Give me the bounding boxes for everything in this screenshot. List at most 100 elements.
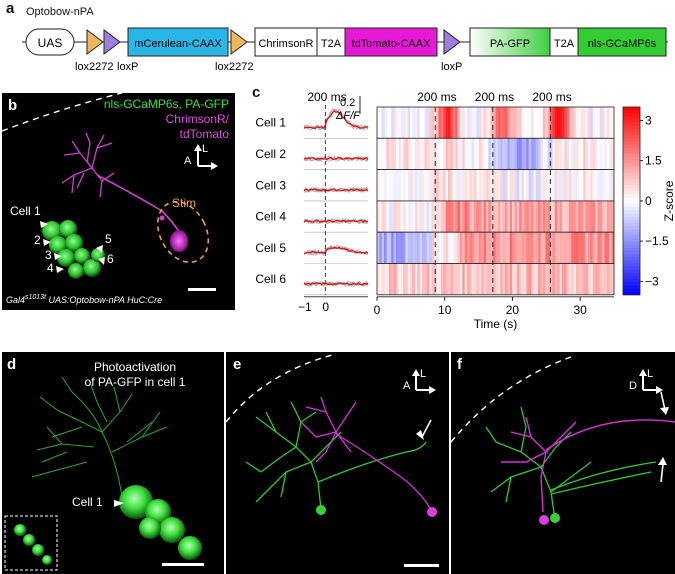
panel-d-title-1: Photoactivation: [93, 360, 177, 374]
heatmap-cell: [602, 200, 605, 233]
heatmap-cell: [462, 107, 466, 139]
heatmap-cell: [573, 232, 577, 264]
heatmap-cell: [467, 232, 470, 264]
heatmap-cell: [410, 200, 413, 233]
heatmap-cell: [450, 107, 454, 139]
colorbar-segment: [623, 132, 640, 136]
heatmap-cell: [471, 200, 475, 233]
heatmap-x-tick-30: 30: [573, 303, 587, 317]
trace-scale-unit: ΔF/F: [335, 110, 361, 122]
heatmap-cell: [481, 138, 485, 170]
heatmap-cell: [571, 107, 575, 139]
heatmap-cell: [538, 200, 541, 233]
heatmap-cell: [433, 232, 437, 264]
heatmap-cell: [438, 232, 442, 264]
heatmap-cell: [426, 169, 430, 201]
heatmap-cell: [561, 138, 565, 170]
heatmap-cell: [443, 138, 447, 170]
heatmap-cell: [384, 263, 387, 295]
heatmap-cell: [398, 138, 402, 170]
heatmap-cell: [455, 107, 458, 139]
colorbar-segment: [623, 254, 640, 258]
heatmap-cell: [533, 232, 537, 264]
heatmap-cell: [497, 138, 501, 170]
heatmap-cell: [440, 169, 444, 201]
heatmap-cell: [486, 232, 489, 264]
heatmap-cell: [457, 107, 461, 139]
scale-bar-e: [404, 564, 439, 567]
heatmap-cell: [478, 169, 482, 201]
colorbar-segment: [623, 113, 640, 117]
heatmap-cell: [504, 107, 508, 139]
heatmap-cell: [606, 107, 610, 139]
heatmap-cell: [393, 232, 397, 264]
panel-b-image: [2, 93, 218, 291]
colorbar-tick-0: 3: [645, 113, 652, 127]
heatmap-cell: [509, 107, 513, 139]
heatmap-cell: [450, 232, 454, 264]
heatmap-cell: [431, 263, 435, 295]
heatmap-cell: [495, 138, 499, 170]
heatmap-stim-label-2: 200 ms: [475, 92, 514, 104]
stim-cell-body: [170, 230, 188, 252]
heatmap-cell: [578, 200, 582, 233]
heatmap-cell: [438, 263, 442, 295]
heatmap-cell: [429, 107, 432, 139]
heatmap-cell: [467, 169, 470, 201]
heatmap-cell: [377, 200, 380, 233]
heatmap-cell: [580, 232, 584, 264]
heatmap-cell: [523, 169, 527, 201]
heatmap-cell: [592, 107, 596, 139]
heatmap-cell: [490, 169, 494, 201]
heatmap-cell: [495, 232, 499, 264]
t2a-box-2: [549, 27, 579, 57]
heatmap-cell: [519, 107, 522, 139]
heatmap-cell: [440, 232, 444, 264]
heatmap-cell: [490, 232, 494, 264]
heatmap-cell: [571, 169, 575, 201]
heatmap-cell: [419, 200, 423, 233]
heatmap-cell: [395, 107, 399, 139]
heatmap-cell: [400, 200, 404, 233]
heatmap-cell: [528, 263, 532, 295]
colorbar-segment: [623, 282, 640, 286]
heatmap-cell: [471, 263, 475, 295]
colorbar-segment: [623, 257, 640, 261]
panel-d-image: [4, 376, 204, 571]
genotype-label: Gal4s1013t UAS:Optobow-nPA HuC:Cre: [6, 294, 162, 305]
heatmap-cell: [523, 200, 527, 233]
heatmap-cell: [445, 107, 449, 139]
heatmap-cell: [559, 200, 563, 233]
colorbar-segment: [623, 169, 640, 174]
heatmap-cell: [535, 263, 539, 295]
heatmap-cell: [552, 232, 556, 264]
heatmap-cell: [597, 169, 601, 201]
heatmap-cell: [502, 138, 506, 170]
heatmap-cell: [547, 169, 551, 201]
colorbar-tick-1: 1.5: [645, 154, 662, 168]
heatmap-cell: [512, 169, 515, 201]
heatmap-cell: [497, 169, 501, 201]
heatmap-cell: [452, 263, 456, 295]
heatmap-cell: [455, 169, 458, 201]
heatmap-cell: [583, 138, 586, 170]
lox2272-site-2: [230, 29, 248, 55]
magenta-soma-f: [539, 515, 549, 525]
heatmap-cell: [488, 107, 492, 139]
heatmap-cell: [533, 138, 537, 170]
heatmap-cell: [590, 200, 594, 233]
heatmap-cell: [464, 232, 468, 264]
heatmap-cell: [542, 169, 546, 201]
colorbar-segment: [623, 160, 640, 164]
heatmap-cell: [431, 200, 435, 233]
heatmap-cell: [431, 169, 435, 201]
heatmap-cell: [424, 107, 428, 139]
colorbar-segment: [623, 200, 640, 205]
heatmap-cell: [395, 169, 399, 201]
heatmap-cell: [526, 138, 530, 170]
heatmap-cell: [429, 138, 432, 170]
heatmap-cell: [403, 169, 406, 201]
heatmap-cell: [554, 138, 558, 170]
brain-boundary: [2, 93, 123, 132]
heatmap-cell: [602, 169, 605, 201]
